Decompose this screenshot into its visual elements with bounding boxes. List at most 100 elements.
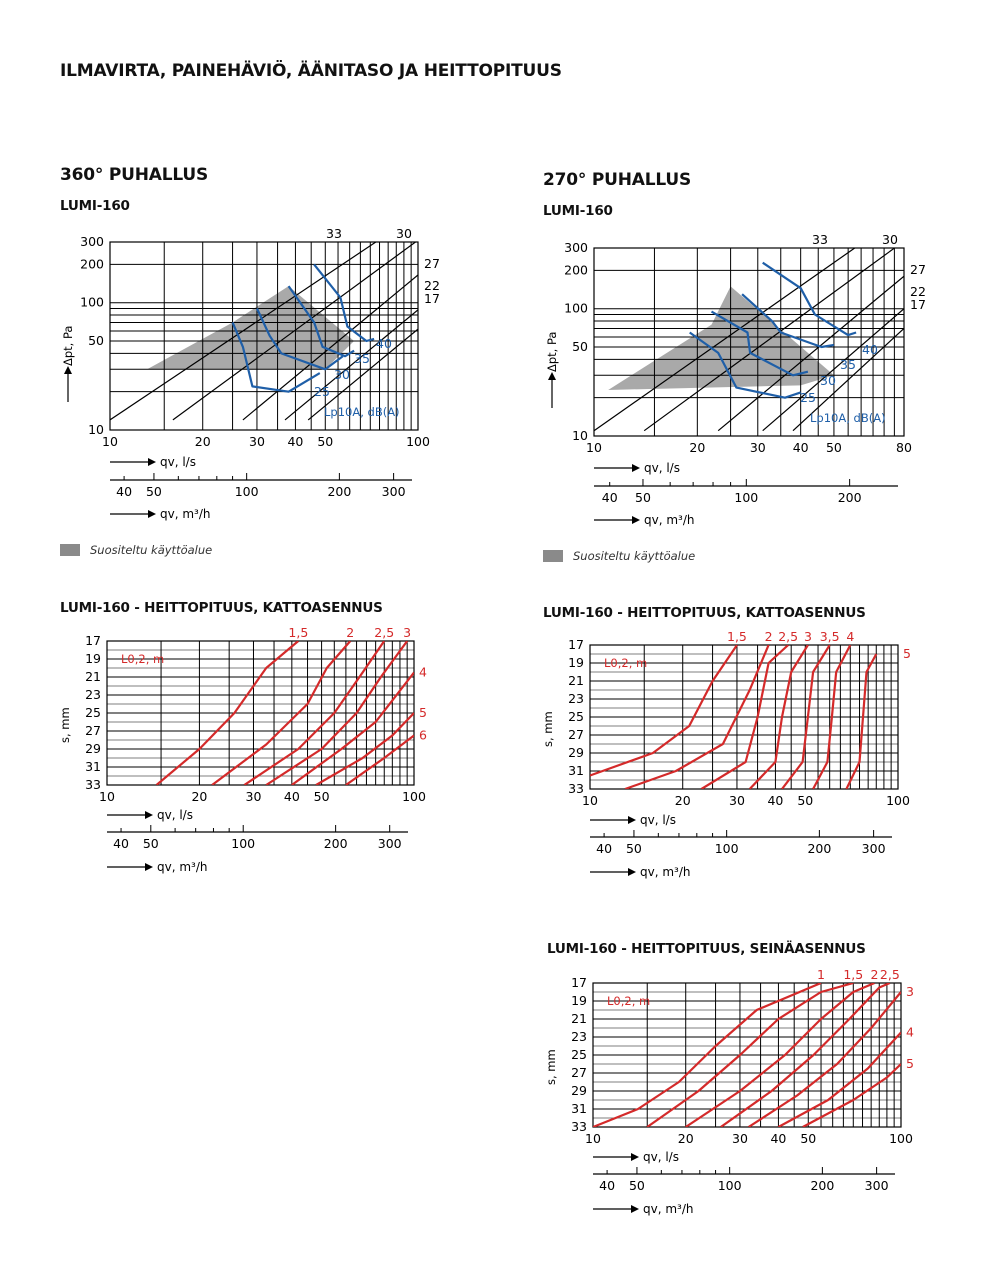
x-tick-label: 30 (249, 434, 265, 449)
y-tick-label: 10 (572, 428, 588, 443)
y-tick-label: 17 (568, 637, 584, 652)
y-tick-label: 50 (88, 333, 104, 348)
x-axis-arrowhead (632, 464, 640, 472)
throw-series-label: 2,5 (880, 967, 900, 982)
recommended-zone-legend-270: Suositeltu käyttöalue (543, 549, 695, 563)
secondary-tick-label: 50 (635, 490, 651, 505)
series-line-35 (741, 293, 835, 349)
secondary-tick-label: 300 (382, 484, 406, 499)
line-label-22: 22 (424, 278, 440, 293)
secondary-tick-label: 200 (324, 836, 348, 851)
series-line-17 (792, 327, 904, 432)
y-tick-label: 50 (572, 339, 588, 354)
line-label-27: 27 (910, 262, 926, 277)
y-tick-label: 200 (564, 262, 588, 277)
throw-series-label: 1 (817, 967, 825, 982)
series-line-3 (265, 641, 409, 785)
line-label-17: 17 (910, 297, 926, 312)
y-axis-label: Δpt, Pa (545, 332, 559, 372)
series-line-1,5 (590, 645, 738, 777)
throw-series-label: 5 (903, 646, 911, 661)
throw-series-label: 5 (906, 1056, 914, 1071)
throw-series-label: 3,5 (820, 629, 840, 644)
secondary-tick-label: 300 (378, 836, 402, 851)
y-axis-label: Δpt, Pa (61, 326, 75, 366)
x-tick-label: 100 (886, 793, 910, 808)
y-tick-label: 21 (85, 669, 101, 684)
y-tick-label: 25 (85, 705, 101, 720)
line-label-33: 33 (326, 226, 342, 241)
y-tick-label: 23 (568, 691, 584, 706)
series-line-4 (777, 1031, 901, 1127)
x-tick-label: 40 (793, 440, 809, 455)
y-axis-label: s, mm (58, 707, 72, 743)
sound-level-label: 25 (314, 384, 330, 399)
throw-legend-label: L0,2, m (607, 994, 650, 1008)
series-line-35 (287, 285, 355, 358)
y-axis-arrowhead (64, 366, 72, 374)
x-tick-label: 50 (314, 789, 330, 804)
throw-legend-label: L0,2, m (121, 652, 164, 666)
throw-series-label: 2,5 (778, 629, 798, 644)
line-label-33: 33 (812, 232, 828, 247)
x2-axis-arrowhead (632, 516, 640, 524)
series-line-33 (594, 248, 856, 432)
model-270-label: LUMI-160 (543, 203, 613, 219)
x-tick-label: 40 (770, 1131, 786, 1146)
x-axis-arrowhead (145, 811, 153, 819)
secondary-tick-label: 50 (146, 484, 162, 499)
x-tick-label: 50 (797, 793, 813, 808)
x-tick-label: 10 (586, 440, 602, 455)
x-tick-label: 10 (99, 789, 115, 804)
y-axis-label: s, mm (544, 1049, 558, 1085)
y-tick-label: 29 (85, 741, 101, 756)
secondary-tick-label: 200 (327, 484, 351, 499)
plot-frame (109, 241, 419, 431)
series-line-30 (710, 310, 809, 377)
x-axis-arrowhead (628, 816, 636, 824)
x-tick-label: 40 (287, 434, 303, 449)
y-tick-label: 33 (571, 1119, 587, 1134)
throw-series-label: 5 (419, 705, 427, 720)
x-tick-label: 20 (195, 434, 211, 449)
throw-series-label: 4 (846, 629, 854, 644)
secondary-tick-label: 40 (602, 490, 618, 505)
throw-series-label: 4 (419, 665, 427, 680)
x2-axis-label: qv, m³/h (160, 507, 211, 521)
x-axis-arrowhead (148, 458, 156, 466)
secondary-tick-label: 200 (807, 841, 831, 856)
line-label-30: 30 (882, 232, 898, 247)
legend-label: Suositeltu käyttöalue (90, 543, 213, 557)
legend-swatch (543, 550, 563, 562)
x-axis-label: qv, l/s (160, 455, 196, 469)
y-axis-label: s, mm (541, 711, 555, 747)
x-tick-label: 50 (826, 440, 842, 455)
secondary-tick-label: 100 (718, 1178, 742, 1193)
sound-level-label: 35 (840, 357, 856, 372)
secondary-tick-label: 100 (231, 836, 255, 851)
y-tick-label: 100 (80, 295, 104, 310)
series-line-1,5 (155, 641, 300, 785)
secondary-tick-label: 300 (862, 841, 886, 856)
sound-level-label: 40 (376, 336, 392, 351)
x2-axis-label: qv, m³/h (640, 865, 691, 879)
x-axis-label: qv, l/s (643, 1150, 679, 1164)
series-line-30 (172, 242, 417, 421)
x-tick-label: 10 (102, 434, 118, 449)
series-line-40 (762, 261, 857, 337)
series-line-4 (291, 671, 414, 785)
x-tick-label: 30 (750, 440, 766, 455)
line-label-27: 27 (424, 256, 440, 271)
x-axis-arrowhead (631, 1153, 639, 1161)
section-360-title: 360° PUHALLUS (60, 165, 209, 185)
y-tick-label: 19 (85, 651, 101, 666)
y-tick-label: 21 (571, 1011, 587, 1026)
series-line-1,5 (646, 983, 854, 1127)
series-line-25 (231, 321, 321, 393)
sound-level-label: 40 (862, 342, 878, 357)
y-tick-label: 23 (85, 687, 101, 702)
throw-series-label: 2,5 (374, 625, 394, 640)
throw-series-label: 1,5 (288, 625, 308, 640)
